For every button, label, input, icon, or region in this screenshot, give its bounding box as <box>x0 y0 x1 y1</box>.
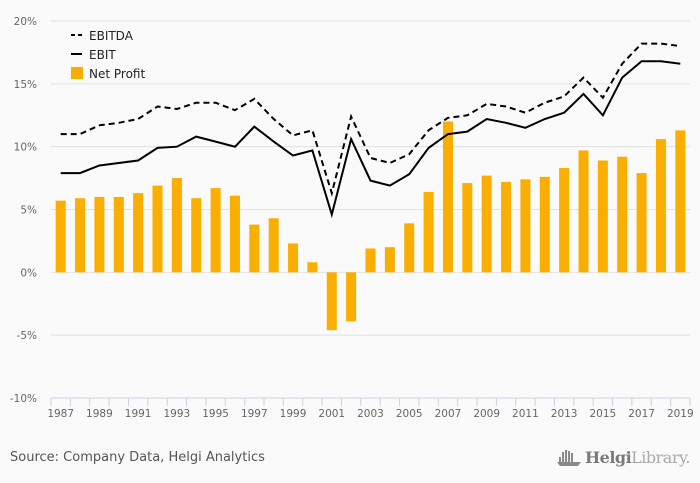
logo-text-library: Library. <box>631 448 690 467</box>
net-profit-bar <box>462 183 473 273</box>
chart: -10% -5% 0% 5% 10% 15% 20% 1987 1989 1991 1993 199… <box>10 16 694 420</box>
net-profit-bar <box>636 173 647 273</box>
net-profit-bar <box>501 181 512 273</box>
net-profit-bar <box>559 168 570 273</box>
net-profit-bar <box>423 191 434 273</box>
net-profit-bar <box>346 272 357 322</box>
x-tick-label: 1997 <box>241 408 268 420</box>
net-profit-bar <box>326 272 337 331</box>
net-profit-bar <box>578 150 589 273</box>
net-profit-bar <box>210 188 221 273</box>
x-tick-label: 2005 <box>396 408 423 420</box>
x-tick-label: 2001 <box>318 408 345 420</box>
legend-label-net-profit: Net Profit <box>89 67 145 81</box>
ebit-line <box>60 60 681 219</box>
net-profit-bar <box>152 185 163 273</box>
x-tick-label: 2007 <box>435 408 462 420</box>
x-tick-label: 1987 <box>47 408 74 420</box>
net-profit-bar <box>481 175 492 273</box>
y-tick-label: 10% <box>14 142 37 154</box>
helgi-library-logo: Helgi Library. <box>557 448 690 467</box>
net-profit-bar <box>249 224 260 273</box>
net-profit-bar <box>520 179 531 273</box>
net-profit-bar <box>191 198 202 273</box>
x-tick-label: 2017 <box>628 408 655 420</box>
net-profit-bar <box>675 130 686 273</box>
net-profit-bars <box>55 121 686 331</box>
source-note: Source: Company Data, Helgi Analytics <box>10 450 265 465</box>
legend-label-ebit: EBIT <box>89 48 116 62</box>
x-tick-label: 2013 <box>551 408 578 420</box>
net-profit-bar <box>617 156 628 273</box>
x-tick-label: 2011 <box>512 408 539 420</box>
y-tick-label: 20% <box>14 16 37 28</box>
helgi-logo-icon <box>557 449 582 466</box>
x-tick-label: 2019 <box>667 408 694 420</box>
y-tick-label: -10% <box>10 393 37 405</box>
y-tick-label: 0% <box>20 267 37 279</box>
net-profit-bar <box>268 218 279 273</box>
net-profit-bar <box>365 248 376 273</box>
net-profit-bar <box>229 195 240 273</box>
net-profit-bar <box>55 200 66 273</box>
net-profit-bar <box>94 196 105 273</box>
net-profit-bar <box>404 223 415 273</box>
net-profit-bar <box>384 247 395 273</box>
net-profit-bar <box>133 193 144 273</box>
net-profit-bar <box>113 196 124 273</box>
x-tick-label: 1999 <box>280 408 307 420</box>
net-profit-bar <box>171 178 182 273</box>
y-tick-label: 15% <box>14 79 37 91</box>
net-profit-bar <box>307 262 318 273</box>
x-tick-label: 2015 <box>589 408 616 420</box>
net-profit-bar <box>655 139 666 273</box>
net-profit-bar <box>288 243 299 273</box>
legend-swatch-net-profit <box>71 67 83 79</box>
x-tick-label: 2009 <box>473 408 500 420</box>
lines <box>60 42 681 219</box>
net-profit-bar <box>539 176 550 273</box>
x-tick-label: 2003 <box>357 408 384 420</box>
legend: EBITDA EBIT Net Profit <box>71 29 145 81</box>
y-axis: -10% -5% 0% 5% 10% 15% 20% <box>10 16 37 405</box>
x-tick-label: 1991 <box>125 408 152 420</box>
gridlines <box>51 20 690 336</box>
y-tick-label: 5% <box>20 205 37 217</box>
y-tick-label: -5% <box>17 330 37 342</box>
net-profit-bar <box>597 160 608 273</box>
x-tick-label: 1995 <box>202 408 229 420</box>
net-profit-bar <box>75 198 86 273</box>
x-tick-label: 1989 <box>86 408 113 420</box>
net-profit-bar <box>442 121 453 273</box>
logo-text-helgi: Helgi <box>585 448 632 467</box>
legend-label-ebitda: EBITDA <box>89 29 134 43</box>
x-axis: 1987 1989 1991 1993 1995 1997 1999 2001 2003 2005… <box>47 397 694 420</box>
x-tick-label: 1993 <box>163 408 190 420</box>
